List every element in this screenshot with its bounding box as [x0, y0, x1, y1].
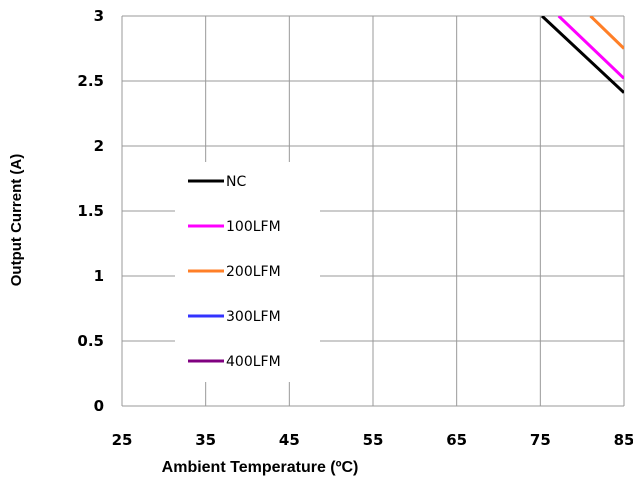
- series-line-nc: [540, 16, 624, 94]
- legend-label-nc: NC: [226, 174, 246, 190]
- x-tick-label: 75: [530, 431, 551, 449]
- y-tick-label: 2.5: [77, 72, 104, 90]
- x-tick-label: 35: [195, 431, 216, 449]
- x-axis-label: Ambient Temperature (ºC): [162, 459, 359, 476]
- legend-label-400lfm: 400LFM: [226, 354, 281, 370]
- legend-label-200lfm: 200LFM: [226, 264, 281, 280]
- x-tick-label: 25: [112, 431, 133, 449]
- series-line-100lfm: [557, 16, 624, 80]
- y-tick-label: 0: [94, 397, 104, 415]
- x-tick-label: 55: [363, 431, 384, 449]
- x-tick-label: 65: [446, 431, 467, 449]
- y-tick-label: 3: [94, 7, 104, 25]
- legend-label-300lfm: 300LFM: [226, 309, 281, 325]
- x-tick-labels: 25 35 45 55 65 75 85: [112, 431, 633, 449]
- y-tick-label: 2: [94, 137, 104, 155]
- legend-label-100lfm: 100LFM: [226, 219, 281, 235]
- series-lines: [540, 16, 624, 94]
- x-tick-label: 45: [279, 431, 300, 449]
- y-tick-label: 1: [94, 267, 104, 285]
- legend: NC 100LFM 200LFM 300LFM 400LFM: [175, 162, 320, 382]
- x-tick-label: 85: [614, 431, 633, 449]
- series-line-200lfm: [589, 16, 624, 50]
- y-axis-label: Output Current (A): [8, 154, 25, 286]
- y-tick-labels: 0 0.5 1 1.5 2 2.5 3: [77, 7, 104, 415]
- y-tick-label: 0.5: [77, 332, 104, 350]
- y-tick-label: 1.5: [77, 202, 104, 220]
